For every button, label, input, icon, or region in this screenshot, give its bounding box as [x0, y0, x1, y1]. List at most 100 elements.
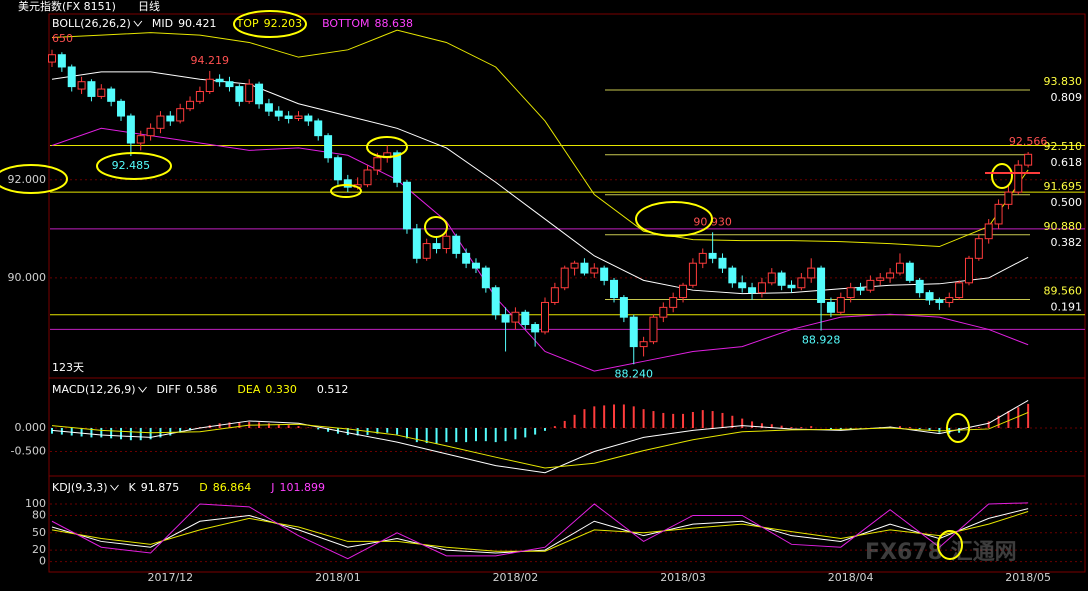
candle-body	[422, 243, 431, 259]
candle-body	[87, 81, 96, 97]
fib-price: 93.830	[1044, 75, 1083, 88]
highlight	[991, 163, 1013, 189]
candle-body	[541, 301, 549, 333]
candle-body	[797, 277, 806, 289]
candle-body	[876, 277, 885, 281]
candle-body	[235, 86, 244, 102]
y-tick-label: 0	[39, 555, 46, 568]
candle-body	[294, 115, 303, 119]
candle-body	[590, 267, 599, 274]
candle-body	[610, 279, 619, 299]
panel-border	[48, 13, 1086, 573]
reading-value: 88.638	[374, 17, 413, 30]
candle-body	[955, 282, 964, 299]
indicator-line	[51, 127, 1029, 372]
candle-body	[462, 252, 471, 264]
reading-value: 0.330	[265, 383, 297, 396]
price-annotation: 92.485	[112, 159, 151, 172]
candle-body	[619, 297, 628, 318]
candle-body	[501, 314, 510, 323]
candle-body	[57, 54, 66, 68]
highlight	[366, 136, 408, 158]
candle-body	[728, 267, 737, 284]
period-selector[interactable]: 日线	[138, 0, 160, 13]
candle-body	[225, 81, 234, 88]
candle-body	[186, 100, 195, 110]
reading-name: K	[129, 481, 137, 494]
indicator-line	[51, 412, 1029, 469]
y-tick-label: 90.000	[8, 271, 47, 284]
reading-value: 0.512	[317, 383, 349, 396]
price-annotation: 88.928	[802, 334, 841, 347]
candle-body	[393, 152, 402, 183]
candle-body	[1024, 153, 1033, 166]
reading-name: TOP	[236, 17, 259, 30]
fib-ratio: 0.191	[1051, 301, 1083, 314]
reading-value: 90.421	[178, 17, 217, 30]
indicator-menu[interactable]	[110, 484, 119, 491]
candle-body	[866, 279, 875, 291]
x-tick-label: 2018/02	[493, 571, 539, 584]
corner-label: 650	[52, 32, 73, 45]
candle-body	[669, 297, 678, 308]
candle-body	[974, 238, 983, 259]
indicator-menu[interactable]	[138, 386, 147, 393]
candle-body	[856, 287, 865, 291]
candle-body	[511, 311, 520, 323]
indicator-line	[51, 29, 1029, 248]
indicator-name: MACD(12,26,9)	[52, 383, 136, 396]
candle-body	[787, 284, 796, 289]
candle-body	[886, 272, 895, 279]
y-tick-label: 92.000	[8, 173, 47, 186]
candle-body	[688, 262, 697, 286]
candle-body	[264, 103, 273, 112]
fib-ratio: 0.500	[1051, 196, 1083, 209]
candle-body	[1004, 191, 1013, 205]
fib-ratio: 0.809	[1051, 91, 1083, 104]
candle-body	[491, 287, 500, 316]
candle-body	[994, 203, 1003, 225]
x-tick-label: 2018/04	[828, 571, 874, 584]
candle-body	[471, 262, 480, 269]
y-tick-label: 50	[32, 526, 46, 539]
candle-body	[945, 297, 954, 303]
candle-body	[964, 257, 973, 284]
instrument-title[interactable]: 美元指数(FX 8151)	[18, 0, 116, 13]
candle-body	[521, 311, 530, 326]
candle-body	[984, 223, 993, 240]
candle-body	[333, 157, 342, 181]
candle-body	[166, 115, 175, 122]
indicator-name: KDJ(9,3,3)	[52, 481, 108, 494]
candle-body	[679, 284, 688, 299]
candle-body	[757, 282, 766, 294]
price-annotation: 90.930	[693, 215, 732, 228]
candle-body	[255, 83, 264, 105]
candle-body	[274, 110, 283, 117]
candle-body	[817, 267, 826, 303]
candle-body	[649, 316, 658, 343]
candle-body	[1014, 164, 1023, 193]
candle-body	[895, 262, 904, 274]
candle-body	[117, 100, 126, 117]
price-annotation: 88.240	[614, 367, 653, 380]
indicator-menu[interactable]	[133, 20, 143, 27]
reading-value: 86.864	[213, 481, 252, 494]
reading-name: DIFF	[157, 383, 181, 396]
y-tick-label: 80	[32, 508, 46, 521]
y-tick-label: 0.000	[15, 421, 47, 434]
candle-body	[767, 272, 776, 284]
fib-ratio: 0.382	[1051, 236, 1083, 249]
candle-body	[452, 235, 461, 254]
candle-body	[67, 66, 76, 88]
candle-body	[807, 267, 816, 279]
reading-name: DEA	[237, 383, 260, 396]
candle-body	[550, 287, 559, 303]
candle-body	[432, 243, 441, 249]
reading-name: J	[270, 481, 274, 494]
candle-body	[659, 306, 668, 318]
y-tick-label: -0.500	[11, 445, 46, 458]
candle-body	[442, 235, 451, 249]
candle-body	[570, 262, 579, 269]
highlight	[233, 10, 307, 38]
